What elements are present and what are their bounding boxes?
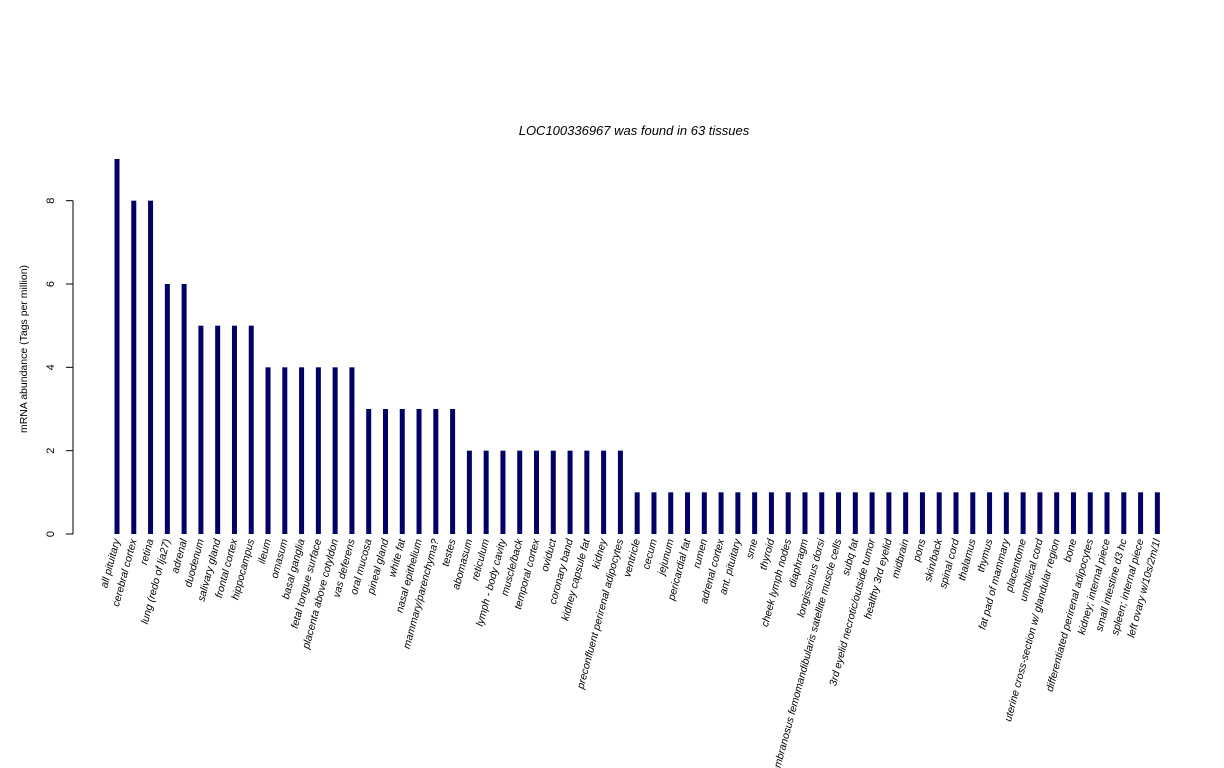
bar — [567, 450, 573, 534]
bar — [836, 492, 842, 534]
bar — [466, 450, 472, 534]
bar — [735, 492, 741, 534]
bar — [886, 492, 892, 534]
bar — [869, 492, 875, 534]
bar — [752, 492, 758, 534]
bar — [500, 450, 506, 534]
bar — [617, 450, 623, 534]
x-tick-label: bone — [1062, 538, 1080, 564]
bar — [852, 492, 858, 534]
y-tick-label: 2 — [45, 448, 57, 454]
bar — [1003, 492, 1009, 534]
bar — [701, 492, 707, 534]
bar — [1121, 492, 1127, 534]
bar — [164, 284, 170, 534]
bar — [131, 200, 137, 535]
bar — [903, 492, 909, 534]
bar — [148, 200, 154, 535]
bar — [517, 450, 523, 534]
bar — [936, 492, 942, 534]
bar — [332, 367, 338, 534]
x-tick-label: pons — [911, 537, 929, 564]
x-tick-label: ileum — [256, 537, 274, 565]
bar — [919, 492, 925, 534]
bar — [584, 450, 590, 534]
bar — [802, 492, 808, 534]
bar — [231, 325, 237, 534]
bars — [114, 159, 1160, 535]
bar — [433, 409, 439, 534]
bar — [248, 325, 254, 534]
bar — [768, 492, 774, 534]
y-axis-label: mRNA abundance (Tags per million) — [18, 265, 30, 433]
y-tick-label: 4 — [45, 364, 57, 370]
bar — [534, 450, 539, 534]
bar — [265, 367, 271, 534]
bar — [987, 492, 993, 534]
bar — [1054, 492, 1060, 534]
bar — [970, 492, 976, 534]
y-tick-label: 8 — [45, 198, 57, 204]
bar — [953, 492, 959, 534]
bar — [181, 284, 187, 534]
bar — [315, 367, 321, 534]
x-tick-label: retina — [138, 538, 156, 567]
bar — [366, 409, 372, 534]
bar — [651, 492, 657, 534]
bar — [819, 492, 825, 534]
bar — [1154, 492, 1160, 534]
bar — [1037, 492, 1043, 534]
bar — [282, 367, 288, 534]
bar — [416, 409, 422, 534]
bar — [299, 367, 305, 534]
bar — [1020, 492, 1026, 534]
y-tick-label: 6 — [45, 281, 57, 287]
bar — [601, 450, 607, 534]
bar — [450, 409, 456, 534]
bar — [215, 325, 221, 534]
bar — [198, 325, 204, 534]
bar — [685, 492, 691, 534]
chart-title: LOC100336967 was found in 63 tissues — [519, 123, 750, 138]
bar — [382, 409, 388, 534]
bar — [550, 450, 556, 534]
y-tick-label: 0 — [45, 531, 57, 537]
bar — [349, 367, 355, 534]
bar — [668, 492, 674, 534]
bar — [1138, 492, 1144, 534]
bar — [1070, 492, 1076, 534]
y-axis: 0 2 4 6 8 — [45, 198, 74, 537]
bar — [1087, 492, 1093, 534]
bar — [634, 492, 640, 534]
bar — [718, 492, 724, 534]
bar — [114, 159, 120, 534]
bar — [399, 409, 405, 534]
bar — [483, 450, 489, 534]
bar — [785, 492, 791, 534]
bar — [1104, 492, 1110, 534]
x-tick-label: sme — [744, 538, 761, 560]
